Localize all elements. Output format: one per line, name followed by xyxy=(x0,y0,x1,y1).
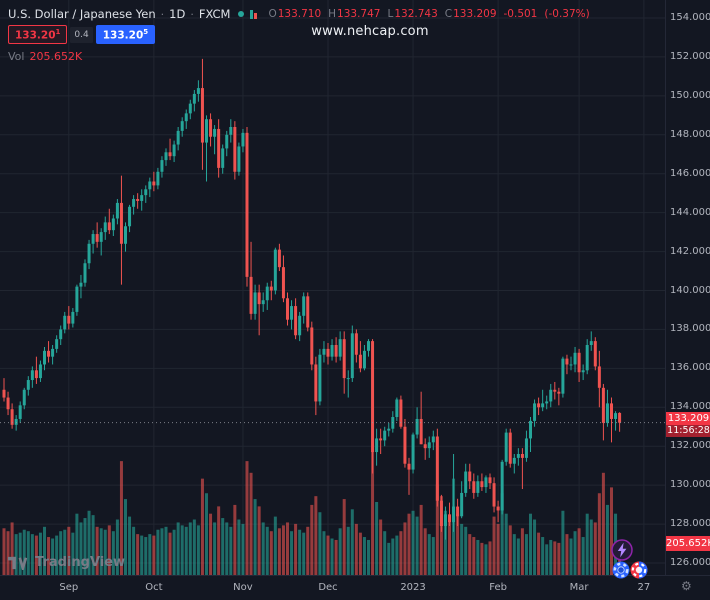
last-price-value: 133.209 xyxy=(666,411,710,425)
tradingview-logo[interactable]: TradingView xyxy=(8,555,125,570)
open-value: 133.710 xyxy=(277,8,322,20)
open-label: O xyxy=(268,8,277,20)
time-tick-label: Dec xyxy=(318,582,338,593)
symbol-name[interactable]: U.S. Dollar / Japanese Yen xyxy=(8,7,156,21)
sell-price: 133.20 xyxy=(15,29,56,42)
volume-label: Vol xyxy=(8,50,25,63)
price-tick-label: 146.000 xyxy=(670,167,710,179)
exchange-label[interactable]: FXCM xyxy=(198,7,231,21)
spread-value: 0.4 xyxy=(70,26,93,43)
chart-stickers xyxy=(610,539,660,581)
sell-button[interactable]: 133.201 xyxy=(8,25,68,44)
volume-axis-label: 205.652K xyxy=(666,535,710,551)
time-tick-label: 2023 xyxy=(400,582,426,593)
price-tick-label: 138.000 xyxy=(670,323,710,335)
price-tick-label: 130.000 xyxy=(670,479,710,491)
market-status-icon xyxy=(238,11,245,17)
price-tick-label: 150.000 xyxy=(670,89,710,101)
low-value: 132.743 xyxy=(394,8,438,20)
countdown-timer: 11:56:28 xyxy=(666,424,710,437)
high-value: 133.747 xyxy=(337,8,381,20)
change-value: -0.501 xyxy=(503,8,538,20)
chart-canvas[interactable]: www.nehcap.com U.S. Dollar / Japanese Ye… xyxy=(0,0,665,579)
volume-value: 205.652K xyxy=(29,50,83,63)
time-tick-label: Sep xyxy=(59,582,79,593)
close-label: C xyxy=(444,8,453,20)
symbol-legend: U.S. Dollar / Japanese Yen · 1D · FXCM O… xyxy=(8,7,590,63)
buy-price: 133.20 xyxy=(102,29,144,42)
price-tick-label: 134.000 xyxy=(670,401,710,413)
time-tick-label: Nov xyxy=(233,582,253,593)
lightning-sticker-icon[interactable] xyxy=(611,539,633,561)
time-axis[interactable]: Sep Oct Nov Dec 2023 Feb Mar 27 xyxy=(0,575,665,600)
tradingview-logo-text: TradingView xyxy=(35,555,126,570)
price-tick-label: 152.000 xyxy=(670,50,710,62)
blue-chip-sticker-icon[interactable] xyxy=(612,561,630,579)
watermark-text: www.nehcap.com xyxy=(311,24,429,39)
separator: · xyxy=(190,7,194,21)
price-tick-label: 154.000 xyxy=(670,12,710,23)
close-value: 133.209 xyxy=(453,8,497,20)
price-tick-label: 144.000 xyxy=(670,206,710,218)
time-tick-label: 27 xyxy=(637,582,651,593)
time-tick-label: Mar xyxy=(569,582,589,593)
price-tick-label: 126.000 xyxy=(670,557,710,568)
price-tick-label: 142.000 xyxy=(670,245,710,257)
buy-button[interactable]: 133.205 xyxy=(95,25,156,44)
low-label: L xyxy=(387,8,394,20)
change-percent: (-0.37%) xyxy=(544,8,590,20)
axis-settings-gear-icon[interactable]: ⚙ xyxy=(681,579,692,593)
price-tick-label: 136.000 xyxy=(670,362,710,374)
price-tick-label: 148.000 xyxy=(670,128,710,140)
price-tick-label: 140.000 xyxy=(670,284,710,296)
price-tick-label: 132.000 xyxy=(670,440,710,452)
price-tick-label: 128.000 xyxy=(670,518,710,530)
candlestick-chart xyxy=(0,0,665,575)
separator: · xyxy=(160,7,165,21)
time-tick-label: Feb xyxy=(489,582,507,593)
sell-price-pip: 1 xyxy=(55,28,61,36)
tradingview-logo-icon xyxy=(8,556,28,570)
last-price-label: 133.209 11:56:28 xyxy=(666,411,710,437)
time-tick-label: Oct xyxy=(145,582,163,593)
ohlc-values: O 133.710 H 133.747 L 132.743 C 133.209 -0.5… xyxy=(268,8,589,20)
high-label: H xyxy=(328,8,337,20)
price-axis[interactable]: 133.209 11:56:28 205.652K 154.000 152.000… xyxy=(665,0,710,575)
interval-label[interactable]: 1D xyxy=(169,7,186,21)
chart-type-icon xyxy=(250,9,258,19)
axis-corner: ⚙ xyxy=(665,575,710,600)
red-blue-chip-sticker-icon[interactable] xyxy=(630,561,648,579)
buy-price-pip: 5 xyxy=(143,28,149,36)
